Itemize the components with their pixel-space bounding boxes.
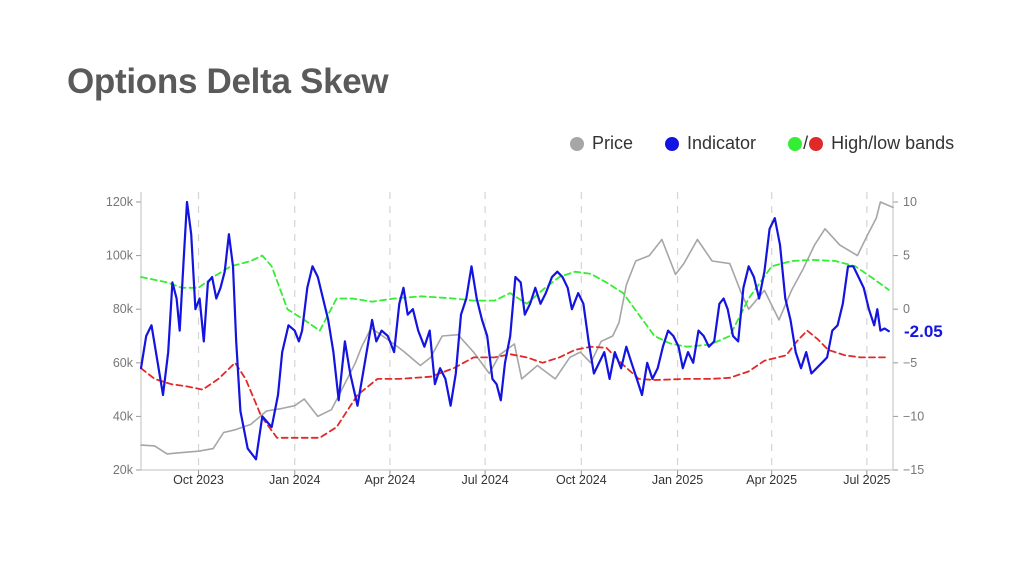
legend-label-bands: High/low bands [831, 133, 955, 153]
right-y-tick-label: 10 [903, 195, 917, 209]
right-y-tick-label: 5 [903, 249, 910, 263]
left-y-tick-label: 40k [113, 409, 134, 423]
indicator-line [139, 200, 890, 461]
legend-label-indicator: Indicator [687, 133, 757, 153]
low-band-legend-dot [809, 136, 824, 151]
right-y-tick-label: 0 [903, 302, 910, 316]
x-tick-label: Oct 2023 [173, 473, 224, 487]
x-tick-label: Apr 2024 [365, 473, 416, 487]
legend-item-price[interactable]: Price [570, 133, 633, 154]
chart-title: Options Delta Skew [67, 62, 389, 101]
x-tick-label: Jul 2024 [461, 473, 508, 487]
x-tick-label: Jan 2025 [652, 473, 703, 487]
high-band-legend-dot [788, 136, 803, 151]
high-band-line [140, 254, 890, 348]
indicator-legend-dot [665, 136, 680, 151]
x-tick-label: Apr 2025 [746, 473, 797, 487]
grid-lines [136, 192, 898, 475]
x-tick-label: Jul 2025 [843, 473, 890, 487]
series-lines [139, 200, 894, 461]
left-y-tick-label: 20k [113, 463, 134, 477]
legend-item-indicator[interactable]: Indicator [665, 133, 756, 154]
low-band-line [140, 329, 890, 439]
indicator-last-value: -2.05 [904, 322, 943, 341]
tick-labels: Oct 2023 Jan 2024 Apr 2024 Jul 2024 Oct 2024… [106, 195, 943, 487]
chart-legend: Price Indicator / High/low bands [570, 133, 954, 154]
right-y-tick-label: −10 [903, 409, 924, 423]
legend-slash: / [803, 133, 809, 153]
legend-label-price: Price [592, 133, 634, 153]
x-tick-label: Oct 2024 [556, 473, 607, 487]
left-y-tick-label: 120k [106, 195, 134, 209]
left-y-tick-label: 60k [113, 356, 134, 370]
legend-item-bands[interactable]: / High/low bands [788, 133, 954, 154]
left-y-tick-label: 80k [113, 302, 134, 316]
price-legend-dot [570, 136, 584, 151]
right-y-tick-label: −15 [903, 463, 924, 477]
axes [140, 192, 894, 471]
left-y-tick-label: 100k [106, 249, 134, 263]
x-tick-label: Jan 2024 [269, 473, 320, 487]
price-line [140, 201, 894, 455]
right-y-tick-label: −5 [903, 356, 917, 370]
